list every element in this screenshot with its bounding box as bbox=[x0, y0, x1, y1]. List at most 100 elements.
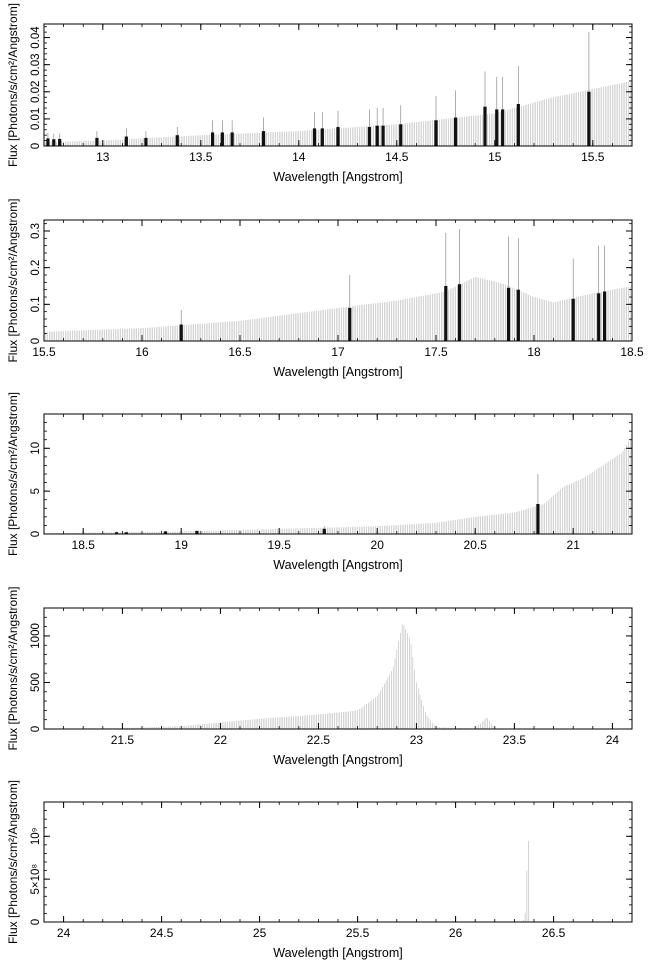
line-bar bbox=[516, 289, 520, 341]
x-tick-label: 15.5 bbox=[32, 345, 56, 359]
y-tick-label: 0 bbox=[30, 531, 42, 537]
y-tick-label: 0 bbox=[30, 338, 42, 344]
x-tick-label: 25.5 bbox=[346, 926, 370, 940]
x-tick-label: 14 bbox=[292, 150, 306, 164]
plot-area bbox=[44, 435, 632, 534]
emission-line bbox=[587, 32, 591, 146]
x-tick-label: 23 bbox=[410, 733, 424, 747]
emission-line bbox=[230, 120, 234, 146]
emission-line bbox=[58, 133, 62, 146]
emission-line bbox=[95, 131, 99, 146]
x-tick-label: 20 bbox=[371, 538, 385, 552]
line-bar bbox=[175, 135, 179, 146]
emission-line bbox=[399, 105, 403, 146]
x-tick-label: 19 bbox=[175, 538, 189, 552]
emission-line bbox=[175, 127, 179, 146]
line-bar bbox=[602, 291, 607, 341]
line-bar bbox=[444, 286, 448, 341]
line-bar bbox=[375, 125, 379, 146]
y-tick-label: 0.01 bbox=[30, 108, 42, 130]
axes-frame bbox=[43, 801, 633, 923]
line-bar bbox=[46, 138, 50, 146]
emission-line bbox=[483, 71, 487, 146]
x-tick-label: 13.5 bbox=[189, 150, 213, 164]
y-tick-label: 0 bbox=[30, 919, 42, 925]
line-bar bbox=[348, 308, 352, 341]
y-tick-label: 5 bbox=[30, 488, 42, 494]
x-tick-label: 24 bbox=[57, 926, 71, 940]
x-axis-label: Wavelength [Angstrom] bbox=[273, 365, 402, 379]
line-bar bbox=[124, 532, 128, 534]
emission-line bbox=[506, 236, 511, 341]
emission-line bbox=[320, 112, 324, 146]
emission-line bbox=[210, 120, 215, 146]
line-bar bbox=[454, 117, 458, 146]
emission-line bbox=[434, 95, 438, 146]
line-bar bbox=[336, 127, 340, 146]
emission-line bbox=[144, 131, 148, 146]
x-tick-label: 21.5 bbox=[111, 733, 135, 747]
y-axis-label: Flux [Photons/s/cm²/Angstrom] bbox=[6, 780, 20, 944]
line-bar bbox=[52, 139, 56, 146]
line-bar bbox=[144, 137, 148, 146]
emission-line bbox=[114, 531, 119, 534]
x-tick-label: 20.5 bbox=[464, 538, 488, 552]
x-axis-label: Wavelength [Angstrom] bbox=[273, 558, 402, 572]
line-bar bbox=[434, 120, 438, 146]
emission-line bbox=[536, 474, 540, 534]
line-bar bbox=[381, 125, 385, 146]
emission-line bbox=[457, 229, 462, 341]
x-tick-label: 23.5 bbox=[503, 733, 527, 747]
y-axis-label: Flux [Photons/s/cm²/Angstrom] bbox=[6, 198, 20, 362]
line-bar bbox=[210, 132, 215, 146]
line-bar bbox=[571, 298, 575, 341]
line-bar bbox=[312, 128, 317, 146]
line-bar bbox=[95, 137, 99, 146]
emission-line bbox=[163, 530, 168, 534]
line-bar bbox=[179, 324, 183, 341]
panel-4: 21.5 22 22.5 23 23.5 24 0 500 1000 Wavelength [An… bbox=[6, 586, 633, 767]
emission-line bbox=[336, 110, 340, 146]
y-axis-label: Flux [Photons/s/cm²/Angstrom] bbox=[6, 392, 20, 556]
emission-line bbox=[220, 120, 224, 146]
emission-line bbox=[348, 275, 352, 341]
line-bar bbox=[457, 284, 462, 341]
y-tick-label: 1000 bbox=[30, 623, 42, 649]
emission-line bbox=[312, 112, 317, 146]
line-bar bbox=[220, 132, 224, 146]
emission-line bbox=[375, 108, 379, 146]
line-bar bbox=[495, 109, 499, 146]
x-tick-label: 17.5 bbox=[424, 345, 448, 359]
emission-line bbox=[46, 132, 50, 146]
x-tick-label: 15.5 bbox=[581, 150, 605, 164]
line-bar bbox=[483, 106, 487, 146]
emission-line bbox=[195, 530, 199, 534]
x-tick-label: 22 bbox=[214, 733, 228, 747]
emission-line bbox=[495, 76, 499, 146]
line-bar bbox=[124, 136, 128, 146]
y-tick-label: 0.02 bbox=[30, 81, 42, 103]
continuum-bins bbox=[44, 276, 632, 341]
line-bar bbox=[114, 532, 119, 534]
line-bar bbox=[587, 91, 591, 146]
x-tick-label: 24.5 bbox=[150, 926, 174, 940]
line-bar bbox=[516, 103, 520, 146]
emission-line bbox=[602, 245, 607, 341]
line-bar bbox=[261, 131, 266, 146]
y-tick-label: 0.1 bbox=[30, 296, 42, 312]
x-tick-label: 26.5 bbox=[542, 926, 566, 940]
emission-line bbox=[124, 128, 128, 146]
line-bar bbox=[536, 504, 540, 534]
panel-2: 15.5 16 16.5 17 17.5 18 18.5 0 0.1 0.2 0.3 Waveleng… bbox=[6, 198, 644, 379]
axes-frame bbox=[43, 413, 633, 535]
emission-line bbox=[444, 232, 448, 341]
emission-line bbox=[52, 133, 56, 146]
emission-line bbox=[516, 238, 520, 341]
panel-1: 13 13.5 14 14.5 15 15.5 0 0.01 0.02 0.03 0.04 Wavel… bbox=[6, 3, 633, 184]
panel-3: 18.5 19 19.5 20 20.5 21 0 5 10 Wavelength [Angstr… bbox=[6, 392, 633, 572]
line-bar bbox=[230, 132, 234, 146]
emission-line bbox=[501, 76, 505, 146]
x-tick-label: 22.5 bbox=[307, 733, 331, 747]
y-tick-label: 5×10⁸ bbox=[30, 864, 42, 895]
x-tick-label: 13 bbox=[96, 150, 110, 164]
